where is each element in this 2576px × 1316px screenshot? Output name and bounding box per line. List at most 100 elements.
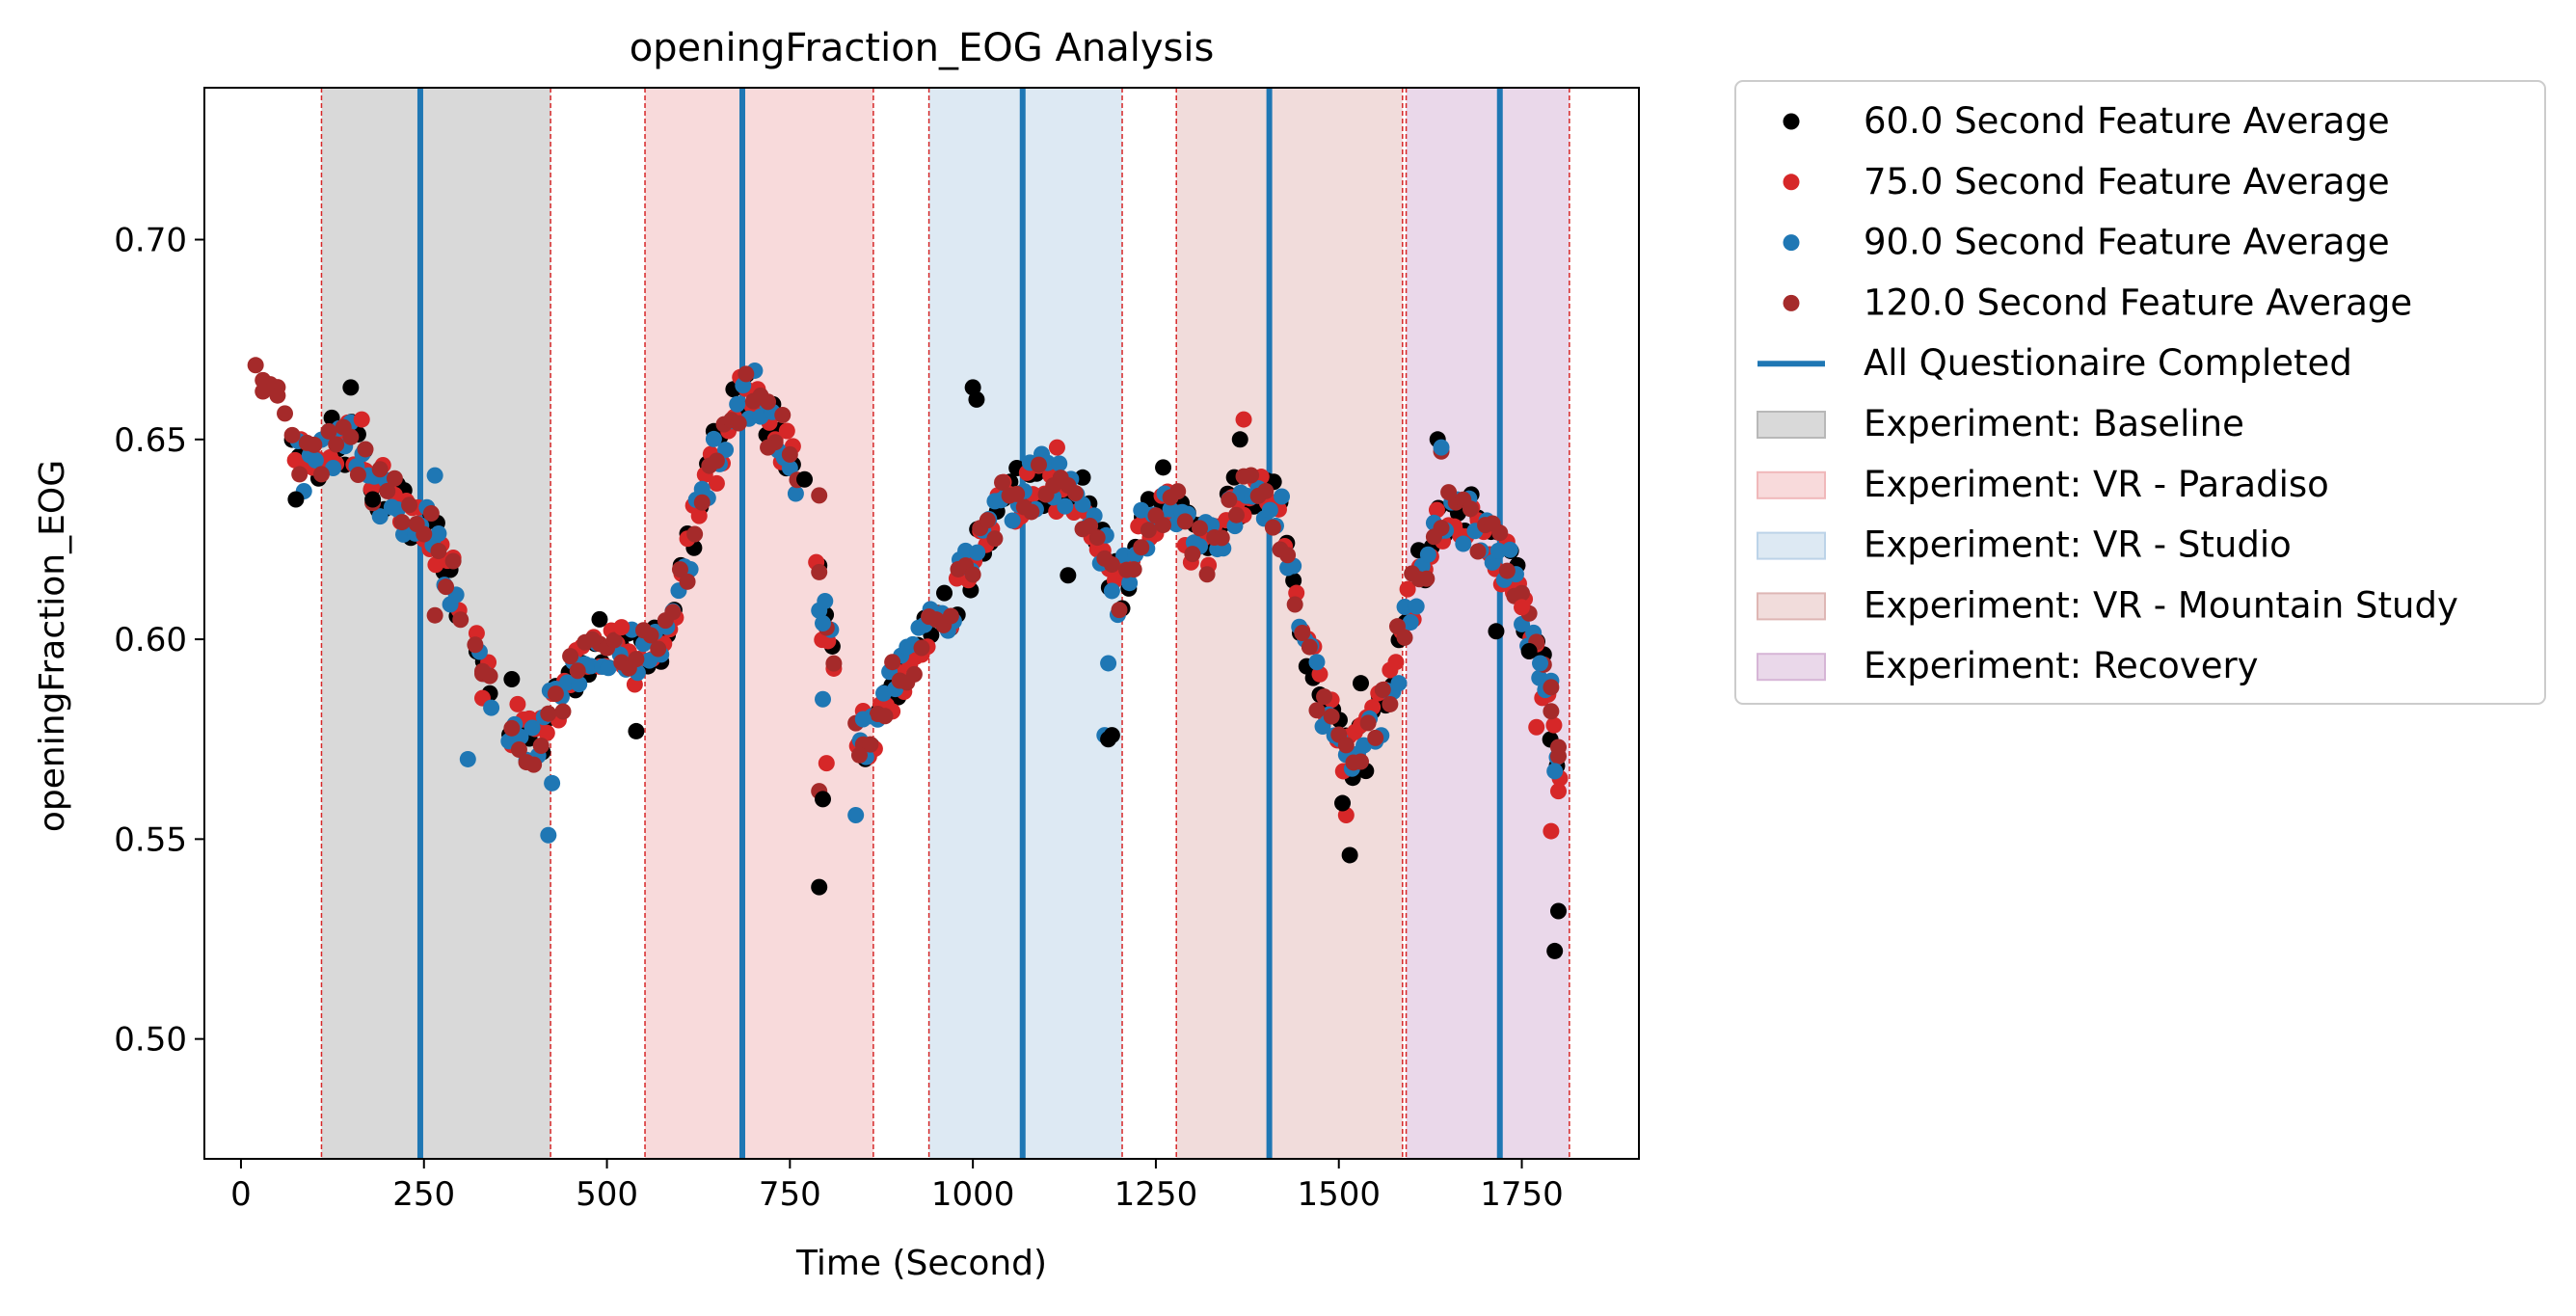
y-tick-label: 0.55: [114, 820, 187, 859]
data-point: [1428, 501, 1445, 519]
data-point: [1103, 555, 1120, 573]
data-point: [650, 640, 667, 658]
legend-item: Experiment: Baseline: [1757, 403, 2244, 444]
legend-item: Experiment: VR - Mountain Study: [1757, 584, 2458, 626]
data-point: [811, 878, 828, 896]
data-point: [1455, 535, 1472, 552]
data-point: [1353, 675, 1370, 692]
legend-marker-patch: [1757, 411, 1826, 439]
y-tick-label: 0.70: [114, 222, 187, 260]
data-point: [1353, 753, 1370, 770]
data-point: [850, 746, 868, 764]
data-point: [540, 705, 557, 722]
data-point: [686, 525, 704, 543]
data-point: [708, 452, 725, 470]
legend-item: Experiment: VR - Paradiso: [1757, 464, 2329, 505]
x-tick-label: 250: [392, 1175, 455, 1214]
data-point: [1030, 456, 1047, 473]
data-point: [1261, 501, 1278, 519]
data-point: [605, 631, 623, 649]
data-point: [1140, 522, 1157, 539]
data-point: [774, 407, 792, 424]
data-point: [320, 422, 337, 440]
data-point: [613, 619, 631, 636]
data-point: [371, 461, 389, 478]
data-point: [247, 357, 264, 374]
data-point: [815, 690, 832, 708]
legend-label: Experiment: Baseline: [1864, 403, 2244, 444]
data-point: [544, 774, 561, 792]
data-point: [1100, 655, 1117, 672]
data-point: [1549, 739, 1567, 756]
x-tick-label: 1750: [1480, 1175, 1564, 1214]
data-point: [1514, 599, 1531, 616]
data-point: [591, 610, 608, 628]
data-point: [1121, 575, 1139, 592]
data-point: [679, 573, 696, 590]
data-point: [778, 422, 795, 440]
data-point: [847, 806, 865, 823]
data-point: [642, 627, 659, 644]
data-point: [1133, 539, 1150, 556]
data-point: [1115, 547, 1133, 564]
legend-marker-dot: [1783, 294, 1800, 311]
data-point: [815, 791, 832, 808]
x-tick-label: 1500: [1297, 1175, 1381, 1214]
data-point: [1543, 703, 1560, 720]
legend-label: Experiment: Recovery: [1864, 645, 2259, 686]
x-tick-label: 750: [759, 1175, 821, 1214]
data-point: [277, 405, 294, 422]
legend-item: 60.0 Second Feature Average: [1783, 100, 2390, 142]
data-point: [562, 648, 579, 665]
data-point: [532, 737, 550, 754]
data-point: [1396, 599, 1413, 616]
legend-label: 75.0 Second Feature Average: [1864, 161, 2390, 202]
data-point: [738, 365, 755, 383]
x-tick-label: 0: [230, 1175, 252, 1214]
data-point: [554, 703, 572, 720]
legend-frame: [1734, 80, 2546, 705]
legend-marker-dot: [1783, 174, 1800, 191]
data-point: [547, 685, 564, 703]
data-point: [1184, 546, 1201, 563]
data-point: [1057, 497, 1074, 515]
data-point: [1387, 654, 1405, 671]
data-point: [628, 722, 645, 739]
legend-item: 120.0 Second Feature Average: [1783, 282, 2412, 323]
legend-item: All Questionaire Completed: [1758, 342, 2352, 384]
data-point: [569, 662, 586, 680]
data-point: [1323, 708, 1340, 725]
data-point: [371, 508, 389, 525]
data-point: [811, 487, 828, 504]
data-point: [671, 561, 688, 578]
x-tick-label: 1000: [931, 1175, 1015, 1214]
data-point: [905, 665, 923, 683]
legend-marker-patch: [1757, 592, 1826, 621]
data-point: [467, 636, 484, 654]
data-point: [416, 525, 433, 543]
data-point: [1301, 638, 1318, 656]
data-point: [1433, 520, 1450, 537]
data-point: [1103, 582, 1120, 600]
data-point: [781, 445, 798, 463]
data-point: [1191, 520, 1208, 537]
data-point: [854, 711, 872, 728]
data-point: [913, 639, 930, 657]
y-tick-label: 0.60: [114, 621, 187, 659]
legend: 60.0 Second Feature Average 75.0 Second F…: [1734, 80, 2546, 705]
chart-title: openingFraction_EOG Analysis: [630, 26, 1215, 70]
data-point: [1528, 718, 1545, 736]
data-point: [342, 428, 360, 445]
data-point: [255, 383, 272, 400]
data-point: [1088, 529, 1106, 547]
data-point: [525, 756, 543, 773]
data-point: [1111, 602, 1128, 619]
data-point: [1545, 716, 1563, 734]
data-point: [1419, 546, 1436, 563]
data-point: [459, 750, 476, 767]
legend-item: 75.0 Second Feature Average: [1783, 161, 2390, 202]
data-point: [1498, 562, 1516, 579]
data-point: [386, 470, 403, 487]
data-point: [1402, 614, 1419, 631]
